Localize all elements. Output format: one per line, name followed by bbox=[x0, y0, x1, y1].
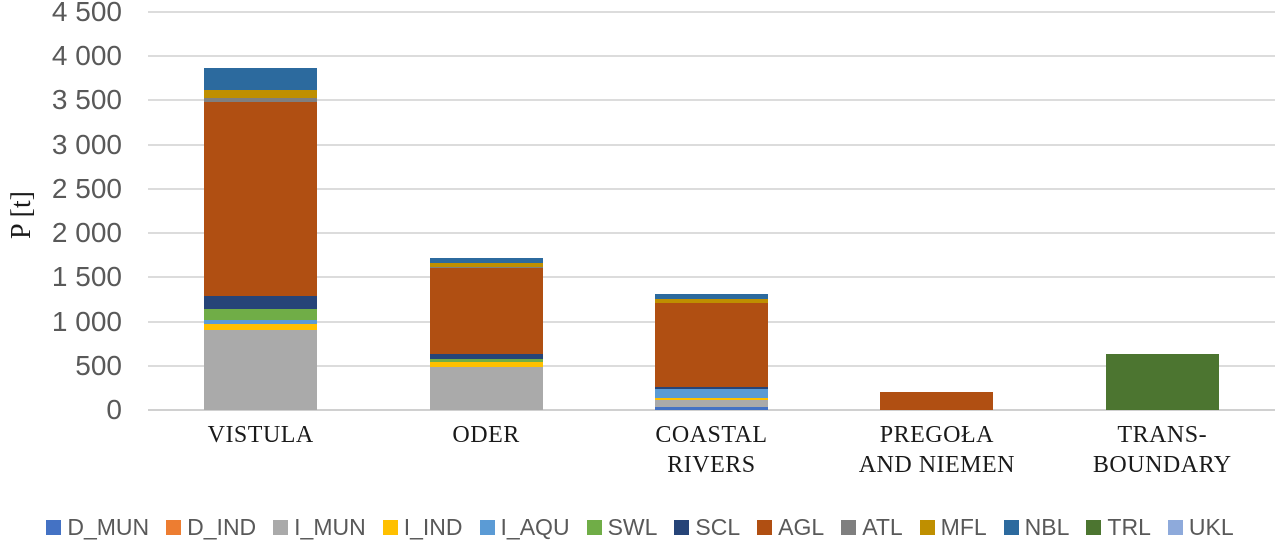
bar-segment-SWL bbox=[429, 358, 543, 362]
bar-segment-I_AQU bbox=[204, 320, 318, 325]
y-tick-label: 0 bbox=[106, 394, 122, 425]
x-axis-category-labels: VISTULA ODER COASTAL RIVERS PREGOŁA AND NIEME… bbox=[148, 420, 1275, 480]
chart-legend: D_MUN D_IND I_MUN I_IND I_AQU SWL SCL AGL ATL MFL… bbox=[0, 514, 1280, 541]
legend-item-D_MUN: D_MUN bbox=[46, 514, 149, 541]
bar-segment-I_IND bbox=[204, 324, 318, 331]
bar-segment-TRL bbox=[1105, 354, 1219, 410]
legend-swatch-icon bbox=[674, 520, 690, 535]
bar-segment-NBL bbox=[655, 294, 768, 300]
gridline-2500 bbox=[148, 187, 1275, 190]
legend-label: I_IND bbox=[403, 514, 463, 540]
y-tick-label: 3 000 bbox=[51, 128, 122, 160]
gridline-0 bbox=[148, 409, 1275, 411]
gridline-3000 bbox=[148, 143, 1275, 146]
bar-segment-D_MUN bbox=[655, 407, 768, 410]
legend-swatch-icon bbox=[273, 520, 289, 535]
legend-label: ATL bbox=[862, 514, 903, 540]
bar-segment-ATL bbox=[429, 266, 543, 268]
bar-segment-SCL bbox=[204, 295, 318, 310]
y-tick-label: 1 500 bbox=[51, 261, 122, 293]
legend-label: SWL bbox=[607, 514, 658, 540]
legend-item-I_AQU: I_AQU bbox=[479, 514, 570, 541]
gridline-1500 bbox=[148, 276, 1275, 279]
bar-segment-AGL bbox=[429, 267, 543, 354]
legend-swatch-icon bbox=[841, 520, 857, 535]
legend-swatch-icon bbox=[166, 520, 182, 535]
legend-label: SCL bbox=[695, 514, 741, 540]
legend-item-D_IND: D_IND bbox=[166, 514, 256, 541]
legend-swatch-icon bbox=[382, 520, 398, 535]
legend-label: TRL bbox=[1107, 514, 1151, 540]
legend-swatch-icon bbox=[1086, 520, 1102, 535]
legend-item-SWL: SWL bbox=[586, 514, 658, 541]
category-label-coastal-rivers: COASTAL RIVERS bbox=[655, 422, 768, 478]
legend-label: I_AQU bbox=[500, 514, 570, 540]
bar-segment-MFL bbox=[204, 90, 318, 99]
y-tick-label: 4 500 bbox=[51, 0, 122, 27]
y-tick-label: 3 500 bbox=[51, 84, 122, 116]
bar-segment-NBL bbox=[429, 257, 543, 263]
category-label-oder: ODER bbox=[452, 422, 520, 448]
legend-label: I_MUN bbox=[294, 514, 366, 540]
legend-label: NBL bbox=[1024, 514, 1070, 540]
legend-item-UKL: UKL bbox=[1167, 514, 1234, 541]
category-label-trans-boundary: TRANS- BOUNDARY bbox=[1092, 422, 1232, 478]
legend-swatch-icon bbox=[479, 520, 495, 535]
bar-segment-AGL bbox=[655, 303, 768, 388]
legend-label: UKL bbox=[1188, 514, 1234, 540]
gridline-3500 bbox=[148, 99, 1275, 102]
bar-segment-NBL bbox=[204, 68, 318, 91]
bar-prego-a-and-niemen bbox=[880, 392, 994, 410]
legend-item-I_IND: I_IND bbox=[382, 514, 463, 541]
legend-swatch-icon bbox=[586, 520, 602, 535]
y-tick-label: 500 bbox=[75, 349, 122, 381]
legend-swatch-icon bbox=[1003, 520, 1019, 535]
category-label-prego-a-and-niemen: PREGOŁA AND NIEMEN bbox=[858, 422, 1016, 478]
gridline-2000 bbox=[148, 232, 1275, 235]
bar-segment-I_MUN bbox=[655, 400, 768, 408]
bar-segment-MFL bbox=[429, 262, 543, 267]
bar-segment-I_AQU bbox=[655, 389, 768, 399]
legend-item-TRL: TRL bbox=[1086, 514, 1151, 541]
bar-segment-SWL bbox=[204, 309, 318, 321]
legend-item-AGL: AGL bbox=[757, 514, 824, 541]
bar-segment-I_MUN bbox=[204, 330, 318, 410]
bar-vistula bbox=[204, 68, 318, 410]
bar-trans-boundary bbox=[1105, 354, 1219, 410]
legend-item-MFL: MFL bbox=[919, 514, 987, 541]
gridline-4000 bbox=[148, 55, 1275, 58]
bar-segment-SCL bbox=[655, 387, 768, 390]
legend-swatch-icon bbox=[46, 520, 62, 535]
bar-oder bbox=[429, 257, 543, 410]
category-label-vistula: VISTULA bbox=[207, 422, 314, 448]
bar-segment-MFL bbox=[655, 299, 768, 303]
bar-segment-AGL bbox=[204, 102, 318, 296]
bar-segment-I_MUN bbox=[429, 366, 543, 410]
bar-coastal-rivers bbox=[655, 294, 768, 410]
bar-segment-SCL bbox=[429, 353, 543, 359]
legend-label: D_IND bbox=[187, 514, 257, 540]
y-tick-label: 4 000 bbox=[51, 40, 122, 72]
bar-segment-AGL bbox=[880, 392, 994, 410]
legend-item-ATL: ATL bbox=[841, 514, 903, 541]
y-tick-label: 1 000 bbox=[51, 305, 122, 337]
legend-swatch-icon bbox=[1167, 520, 1183, 535]
legend-item-SCL: SCL bbox=[674, 514, 740, 541]
legend-label: D_MUN bbox=[67, 514, 150, 540]
legend-swatch-icon bbox=[919, 520, 935, 535]
bar-segment-I_IND bbox=[429, 361, 543, 367]
legend-item-NBL: NBL bbox=[1003, 514, 1070, 541]
bar-segment-ATL bbox=[204, 98, 318, 103]
y-axis-tick-labels: 0 500 1 000 1 500 2 000 2 500 3 000 3 500 4 000 4… bbox=[0, 0, 122, 424]
legend-item-I_MUN: I_MUN bbox=[273, 514, 366, 541]
legend-label: MFL bbox=[940, 514, 987, 540]
bar-segment-I_IND bbox=[655, 398, 768, 401]
legend-label: AGL bbox=[778, 514, 825, 540]
y-tick-label: 2 000 bbox=[51, 217, 122, 249]
plot-area bbox=[148, 11, 1275, 411]
gridline-4500 bbox=[148, 11, 1275, 13]
y-tick-label: 2 500 bbox=[51, 172, 122, 204]
legend-swatch-icon bbox=[757, 520, 773, 535]
